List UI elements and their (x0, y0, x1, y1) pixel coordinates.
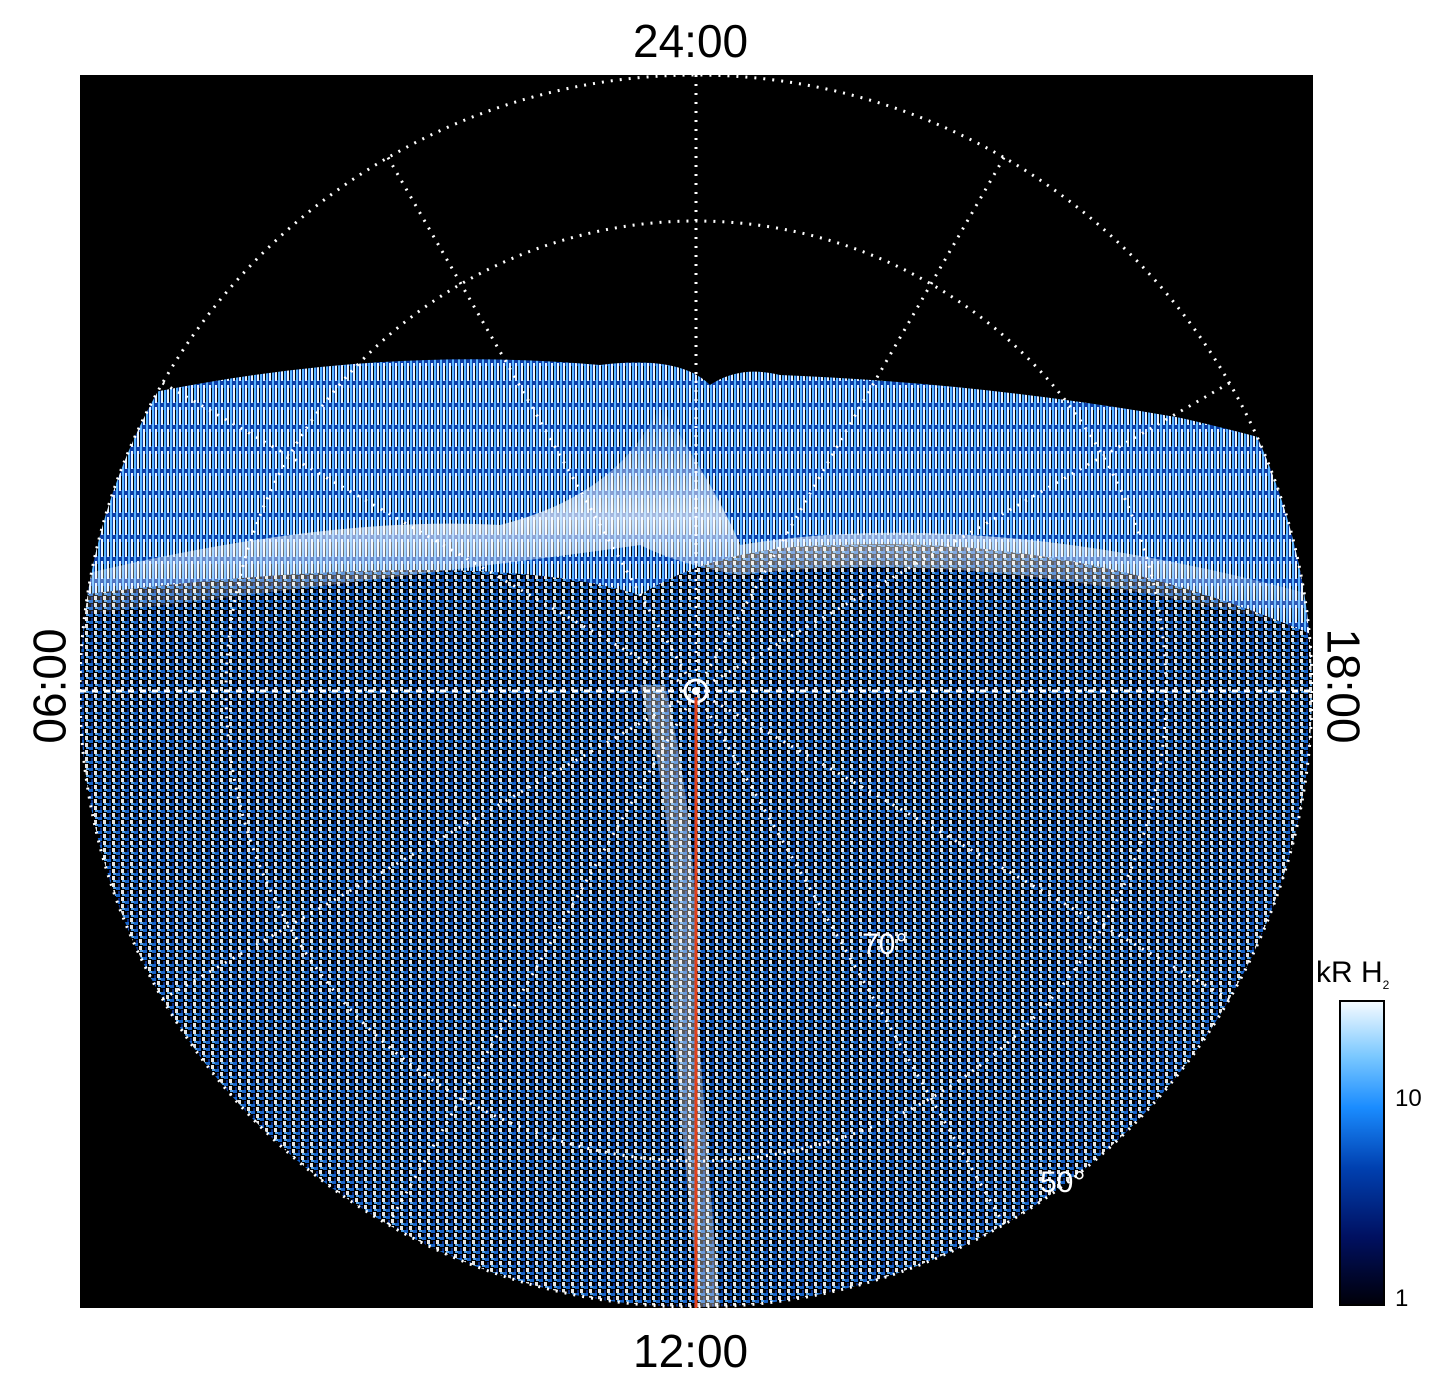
mlt-meridian-line (386, 156, 688, 675)
polar-projection-frame (80, 75, 1313, 1308)
mlt-label-noon: 12:00 (633, 1325, 749, 1377)
mlt-label-midnight: 24:00 (633, 15, 749, 67)
polar-emission-map (80, 75, 1313, 1308)
colorbar-title-text: kR H (1316, 956, 1383, 989)
mlt-label-dawn: 06:00 (23, 628, 76, 744)
mlt-meridian-line (161, 699, 680, 1001)
colorbar (1339, 1000, 1385, 1306)
latitude-label-70: 70° (862, 928, 908, 961)
mlt-label-dusk: 18:00 (1317, 628, 1370, 744)
colorbar-title-subscript: 2 (1382, 978, 1390, 992)
mlt-meridian-line (712, 699, 1231, 1001)
colorbar-title: kR H2 (1316, 956, 1390, 992)
colorbar-tick-10: 10 (1395, 1085, 1422, 1112)
mlt-meridian-line (704, 156, 1006, 675)
pole-marker-inner (692, 687, 700, 695)
colorbar-tick-1: 1 (1395, 1285, 1409, 1312)
latitude-circle-50 (80, 75, 1313, 1308)
latitude-label-50: 50° (1040, 1166, 1086, 1199)
mlt-meridian-line (161, 381, 680, 683)
mlt-meridian-line (712, 381, 1231, 683)
mlt-meridian-line (704, 707, 1006, 1226)
meridian-feature (640, 685, 720, 1307)
mlt-meridian-line (386, 707, 688, 1226)
